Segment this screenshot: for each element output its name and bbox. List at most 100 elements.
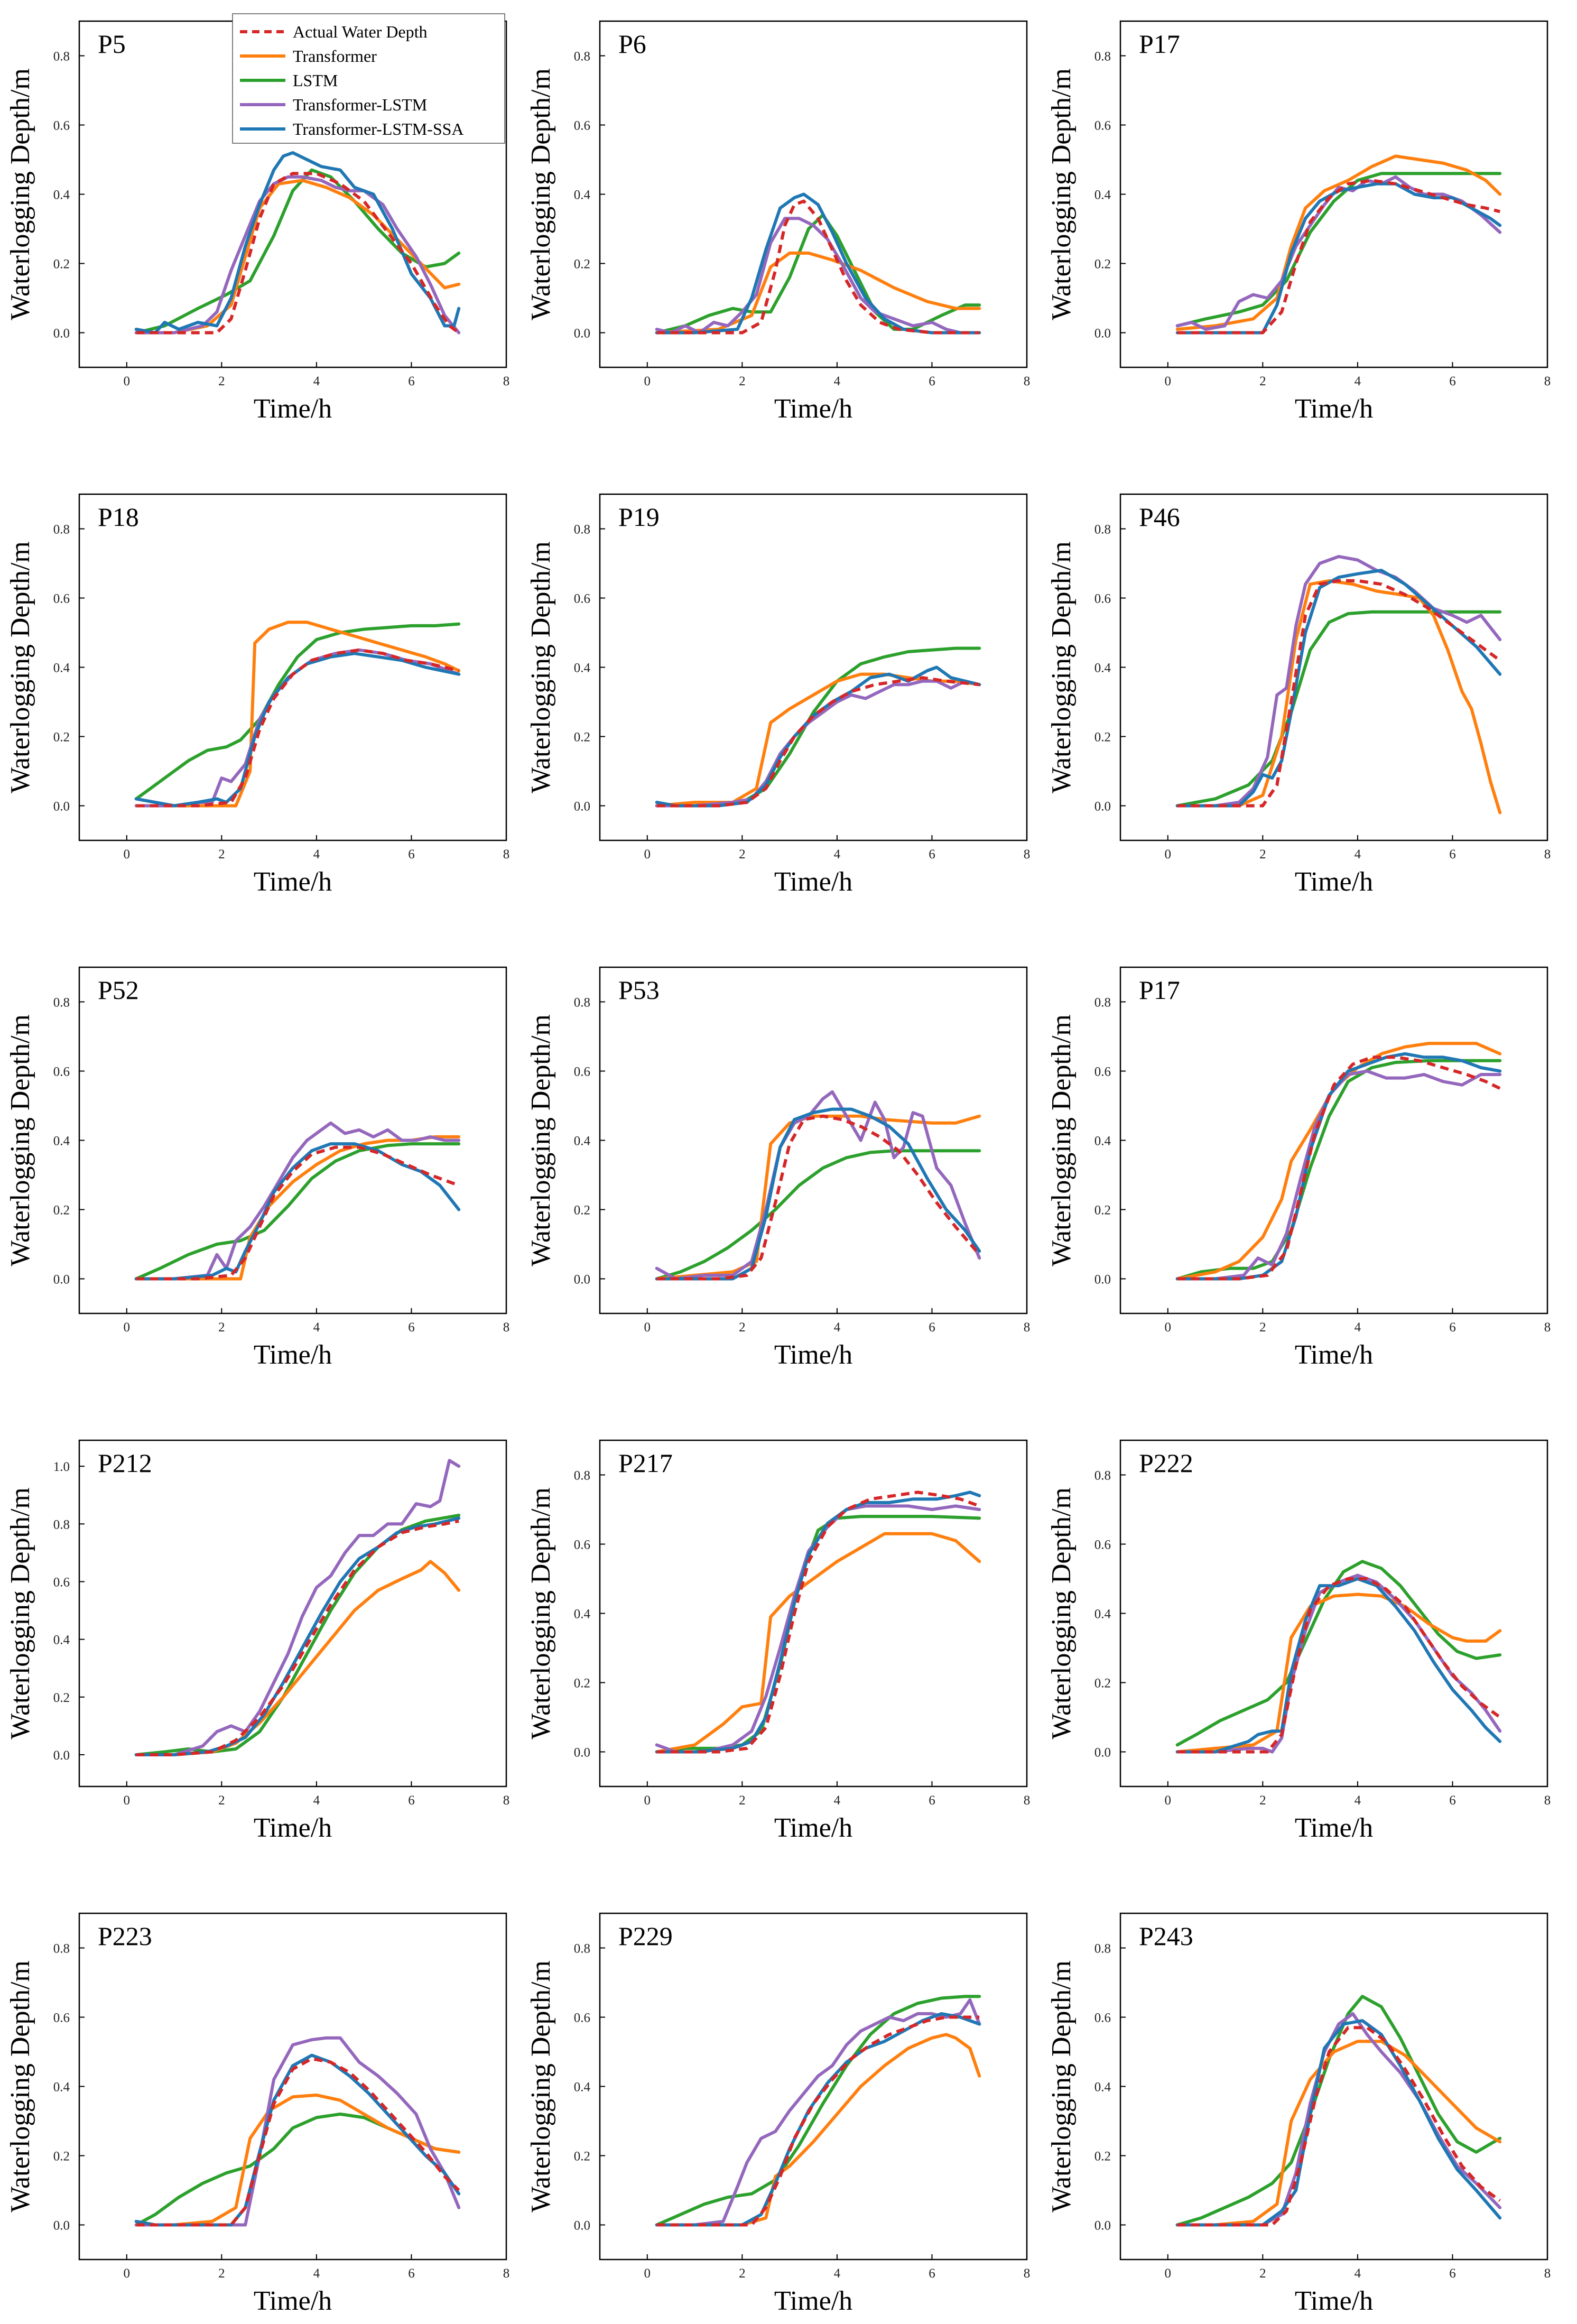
series-line-lstm bbox=[134, 1142, 461, 1281]
x-tick-label: 4 bbox=[313, 1793, 320, 1808]
series-group bbox=[1175, 1995, 1502, 2227]
y-tick-label: 0.8 bbox=[1094, 1942, 1111, 1956]
x-tick-label: 6 bbox=[929, 374, 935, 388]
x-tick-label: 4 bbox=[1355, 847, 1361, 862]
y-tick-label: 0.4 bbox=[574, 2080, 591, 2095]
x-tick-label: 6 bbox=[408, 1320, 415, 1335]
x-tick-label: 4 bbox=[834, 1320, 841, 1335]
legend-entry: Transformer bbox=[293, 47, 377, 66]
y-tick-label: 0.6 bbox=[574, 592, 590, 606]
series-line-transformer-lstm bbox=[655, 217, 981, 335]
y-tick-label: 0.4 bbox=[1094, 2080, 1111, 2095]
subplot-title: P17 bbox=[1139, 29, 1180, 59]
plot-frame bbox=[78, 493, 507, 841]
series-line-actual-water-depth bbox=[136, 2057, 460, 2227]
y-tick-label: 0.8 bbox=[53, 996, 70, 1010]
x-tick-label: 2 bbox=[1259, 374, 1266, 388]
subplot-title: P17 bbox=[1139, 975, 1180, 1005]
subplot-p18-3: 0.0 0.2 0.4 0.6 0.8 0 2 4 6 8 P18 Time/h Waterloggin… bbox=[5, 493, 510, 897]
y-tick-label: 0.2 bbox=[574, 2150, 590, 2164]
x-tick-label: 0 bbox=[644, 1793, 651, 1808]
series-group bbox=[1175, 1560, 1502, 1754]
series-line-transformer-lstm-ssa bbox=[134, 151, 461, 335]
plot-frame bbox=[78, 1439, 507, 1788]
y-axis-label: Waterlogging Depth/m bbox=[1046, 1960, 1077, 2212]
x-tick-label: 6 bbox=[1449, 1320, 1456, 1335]
y-tick-label: 0.0 bbox=[574, 1746, 590, 1760]
subplot-title: P243 bbox=[1139, 1921, 1193, 1951]
subplot-title: P217 bbox=[618, 1448, 673, 1478]
y-tick-label: 0.0 bbox=[1094, 2219, 1111, 2233]
x-tick-label: 4 bbox=[1355, 1793, 1361, 1808]
subplot-title: P19 bbox=[618, 502, 660, 532]
series-line-lstm bbox=[1175, 610, 1502, 808]
series-group bbox=[1175, 554, 1502, 814]
x-axis-label: Time/h bbox=[774, 1813, 852, 1843]
plot-frame bbox=[599, 20, 1028, 368]
x-tick-label: 4 bbox=[313, 374, 320, 388]
y-tick-label: 0.0 bbox=[1094, 1273, 1111, 1287]
subplot-p17-8: 0.0 0.2 0.4 0.6 0.8 0 2 4 6 8 P17 Time/h Waterloggin… bbox=[1046, 966, 1551, 1370]
x-tick-label: 8 bbox=[1544, 1793, 1551, 1808]
x-tick-label: 4 bbox=[313, 847, 320, 862]
x-axis-label: Time/h bbox=[1295, 2286, 1373, 2316]
x-axis-label: Time/h bbox=[1295, 1813, 1373, 1843]
y-tick-label: 0.8 bbox=[574, 50, 590, 64]
x-tick-label: 8 bbox=[503, 374, 510, 388]
y-tick-label: 0.6 bbox=[574, 119, 590, 133]
series-line-transformer-lstm bbox=[134, 2036, 461, 2227]
y-tick-label: 0.6 bbox=[1094, 119, 1111, 133]
y-tick-label: 0.0 bbox=[53, 800, 70, 814]
y-axis-label: Waterlogging Depth/m bbox=[5, 1487, 35, 1739]
series-line-actual-water-depth bbox=[656, 1114, 981, 1281]
x-tick-label: 8 bbox=[503, 2266, 510, 2281]
legend-entry: Actual Water Depth bbox=[293, 22, 428, 41]
y-tick-label: 0.4 bbox=[574, 661, 591, 675]
y-tick-label: 0.2 bbox=[53, 257, 70, 272]
x-tick-label: 2 bbox=[739, 1320, 746, 1335]
series-line-transformer bbox=[134, 621, 461, 808]
x-tick-label: 6 bbox=[408, 2266, 415, 2281]
subplot-title: P223 bbox=[98, 1921, 152, 1951]
plot-frame bbox=[1119, 493, 1548, 841]
x-tick-label: 8 bbox=[1024, 2266, 1031, 2281]
y-tick-label: 0.0 bbox=[1094, 800, 1111, 814]
y-axis-label: Waterlogging Depth/m bbox=[5, 1960, 35, 2212]
x-tick-label: 6 bbox=[408, 1793, 415, 1808]
series-line-transformer-lstm-ssa bbox=[655, 192, 981, 335]
x-tick-label: 2 bbox=[739, 847, 746, 862]
plot-frame bbox=[599, 966, 1028, 1314]
x-tick-label: 4 bbox=[1355, 1320, 1361, 1335]
subplot-title: P18 bbox=[98, 502, 139, 532]
x-axis-label: Time/h bbox=[1295, 394, 1373, 424]
series-line-transformer bbox=[655, 251, 981, 335]
series-line-actual-water-depth bbox=[656, 1490, 980, 1754]
y-tick-label: 0.4 bbox=[574, 188, 591, 202]
y-axis-label: Waterlogging Depth/m bbox=[5, 68, 35, 320]
plot-frame bbox=[1119, 20, 1548, 368]
x-tick-label: 4 bbox=[1355, 2266, 1361, 2281]
x-axis-label: Time/h bbox=[254, 1340, 332, 1370]
y-tick-label: 0.2 bbox=[53, 1203, 70, 1218]
x-tick-label: 6 bbox=[1449, 1793, 1456, 1808]
y-tick-label: 0.0 bbox=[53, 1748, 70, 1763]
y-tick-label: 0.4 bbox=[1094, 1134, 1111, 1149]
series-line-transformer bbox=[134, 179, 461, 335]
y-tick-label: 0.8 bbox=[574, 523, 590, 537]
y-axis-label: Waterlogging Depth/m bbox=[5, 1014, 35, 1266]
x-tick-label: 0 bbox=[644, 374, 651, 388]
x-tick-label: 0 bbox=[644, 2266, 651, 2281]
series-line-transformer-lstm-ssa bbox=[134, 1516, 461, 1756]
series-group bbox=[1175, 1042, 1502, 1281]
x-tick-label: 0 bbox=[124, 2266, 131, 2281]
y-tick-label: 0.6 bbox=[1094, 592, 1111, 606]
x-axis-label: Time/h bbox=[254, 2286, 332, 2316]
x-tick-label: 6 bbox=[929, 1320, 935, 1335]
subplot-title: P229 bbox=[618, 1921, 673, 1951]
subplot-p243-14: 0.0 0.2 0.4 0.6 0.8 0 2 4 6 8 P243 Time/h Waterloggi… bbox=[1046, 1912, 1551, 2316]
y-tick-label: 0.6 bbox=[1094, 1538, 1111, 1552]
subplot-p46-5: 0.0 0.2 0.4 0.6 0.8 0 2 4 6 8 P46 Time/h Waterloggin… bbox=[1046, 493, 1551, 897]
y-tick-label: 0.8 bbox=[1094, 1469, 1111, 1483]
x-tick-label: 8 bbox=[503, 847, 510, 862]
x-tick-label: 2 bbox=[1259, 2266, 1266, 2281]
